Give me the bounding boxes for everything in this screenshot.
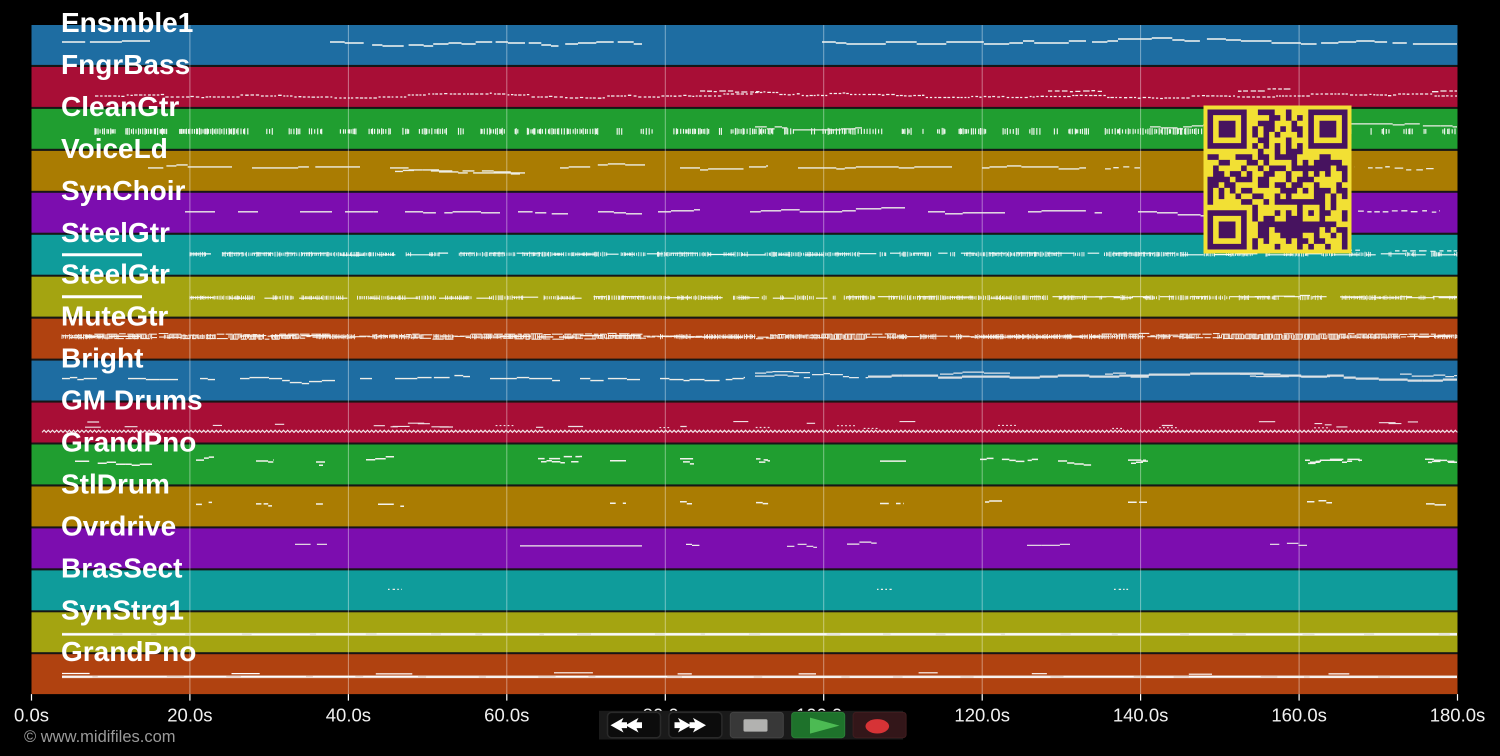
svg-text:SteelGtr: SteelGtr xyxy=(61,259,170,290)
svg-text:Ensmble1: Ensmble1 xyxy=(61,7,193,38)
svg-text:MuteGtr: MuteGtr xyxy=(61,301,168,332)
svg-text:StlDrum: StlDrum xyxy=(61,469,170,500)
svg-text:GM Drums: GM Drums xyxy=(61,385,203,416)
svg-text:GrandPno: GrandPno xyxy=(61,427,196,458)
svg-text:20.0s: 20.0s xyxy=(167,705,212,726)
svg-text:© www.midifiles.com: © www.midifiles.com xyxy=(24,728,176,746)
svg-text:40.0s: 40.0s xyxy=(326,705,371,726)
svg-text:0.0s: 0.0s xyxy=(14,705,49,726)
svg-text:CleanGtr: CleanGtr xyxy=(61,91,179,122)
svg-text:FngrBass: FngrBass xyxy=(61,49,190,80)
svg-text:180.0s: 180.0s xyxy=(1430,705,1486,726)
svg-text:Ovrdrive: Ovrdrive xyxy=(61,510,176,541)
svg-text:120.0s: 120.0s xyxy=(954,705,1010,726)
svg-text:SteelGtr: SteelGtr xyxy=(61,217,170,248)
svg-text:SynStrg1: SynStrg1 xyxy=(61,594,184,625)
svg-text:SynChoir: SynChoir xyxy=(61,175,186,206)
svg-text:VoiceLd: VoiceLd xyxy=(61,133,168,164)
svg-text:60.0s: 60.0s xyxy=(484,705,529,726)
svg-text:GrandPno: GrandPno xyxy=(61,636,196,667)
svg-text:140.0s: 140.0s xyxy=(1113,705,1169,726)
svg-text:Bright: Bright xyxy=(61,343,143,374)
svg-text:BrasSect: BrasSect xyxy=(61,552,182,583)
svg-text:160.0s: 160.0s xyxy=(1271,705,1327,726)
